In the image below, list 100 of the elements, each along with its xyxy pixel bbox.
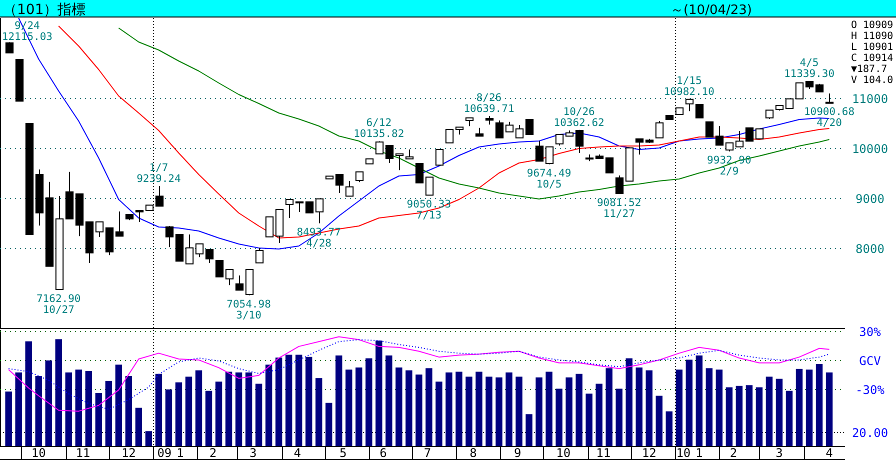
candlestick	[255, 247, 264, 264]
x-tick-label: 6	[380, 446, 387, 460]
candlestick	[165, 226, 174, 248]
x-tick-label: 5	[340, 446, 347, 460]
bar	[726, 387, 733, 446]
bar	[336, 355, 342, 446]
bar	[476, 372, 482, 446]
bar	[706, 368, 713, 446]
x-tick-label: 12	[642, 446, 656, 460]
bar	[546, 372, 552, 446]
bar	[215, 382, 222, 446]
bar	[225, 372, 232, 446]
candlestick	[575, 129, 584, 154]
bar	[295, 354, 302, 446]
annotation: 9674.49 10/5	[526, 167, 572, 190]
bar	[5, 392, 12, 446]
chart-title: （101）指標	[3, 2, 86, 18]
bar	[35, 376, 42, 446]
candlestick	[635, 138, 644, 155]
bar	[636, 367, 642, 446]
annotation: 9081.52 11/27	[596, 196, 642, 220]
bar	[255, 384, 262, 446]
y-tick-label: 11000	[852, 92, 888, 106]
bar	[396, 367, 402, 446]
candlestick	[795, 82, 804, 100]
bar	[496, 377, 502, 446]
text: H 11090	[851, 31, 894, 42]
bar	[105, 380, 112, 446]
bar	[15, 372, 22, 446]
candlestick	[315, 198, 324, 224]
candlestick	[705, 121, 714, 138]
candlestick	[295, 201, 304, 212]
bar	[265, 364, 272, 446]
bar	[466, 376, 472, 446]
bar	[376, 340, 382, 446]
bar	[556, 388, 562, 446]
x-tick-label: 12	[121, 446, 136, 460]
bar	[486, 376, 492, 446]
candlestick	[825, 93, 834, 104]
candlestick	[545, 146, 554, 165]
bar	[115, 364, 122, 446]
x-tick-label: 8	[470, 446, 477, 460]
bar	[406, 370, 412, 446]
candlestick	[375, 140, 384, 154]
bar	[65, 372, 72, 446]
candlestick	[505, 121, 514, 132]
bar	[456, 372, 462, 446]
candlestick	[525, 119, 534, 135]
y-tick-label: 8000	[856, 242, 884, 256]
candlestick	[715, 126, 724, 146]
x-tick-label: 4	[826, 446, 833, 460]
bar	[346, 370, 352, 446]
bar	[175, 382, 182, 446]
y-tick-label: 10000	[852, 142, 888, 156]
candlestick	[385, 145, 394, 164]
x-tick-label: 11	[76, 446, 90, 460]
annotation: 7162.90 10/27	[36, 292, 81, 316]
annotation: 1/7 9239.24	[136, 162, 181, 186]
annotation: 7054.98 3/10	[226, 298, 271, 322]
candlestick	[205, 249, 214, 264]
annotation: 6/12 10135.82	[354, 117, 404, 140]
bar	[826, 372, 833, 446]
candlestick	[305, 201, 314, 214]
candlestick	[755, 128, 764, 140]
candlestick	[615, 175, 624, 194]
x-tick-label: 1	[696, 446, 703, 460]
candlestick	[135, 210, 144, 222]
x-tick-label: 4	[294, 446, 302, 460]
bar	[426, 368, 432, 446]
x-tick-label: 1	[176, 446, 184, 460]
bar	[646, 370, 652, 446]
bar	[315, 378, 322, 446]
x-tick-label: 09	[157, 446, 172, 460]
x-tick-label: 10	[31, 446, 46, 460]
candlestick	[345, 180, 354, 197]
bar	[596, 384, 602, 446]
candlestick	[225, 269, 234, 286]
bar	[626, 358, 632, 446]
candlestick	[435, 149, 444, 166]
bar	[666, 411, 672, 446]
bar	[536, 377, 542, 446]
bar	[576, 374, 582, 446]
candlestick	[235, 275, 244, 291]
bar	[766, 376, 773, 446]
candlestick	[285, 199, 294, 218]
bar	[155, 374, 162, 446]
bar	[195, 370, 202, 446]
bar	[796, 368, 803, 446]
candlestick	[605, 157, 614, 174]
bar	[285, 354, 292, 446]
candlestick	[695, 104, 704, 118]
annotation: 1/15 10982.10	[664, 74, 714, 98]
bar	[746, 385, 753, 446]
y2-tick-label: 20.00	[852, 426, 888, 440]
candlestick	[355, 171, 364, 183]
candlestick	[265, 216, 274, 238]
bar	[416, 374, 422, 446]
bar	[356, 367, 362, 446]
x-tick-label: 11	[596, 446, 611, 460]
chart-subtitle: ～(10/04/23)	[670, 3, 752, 18]
